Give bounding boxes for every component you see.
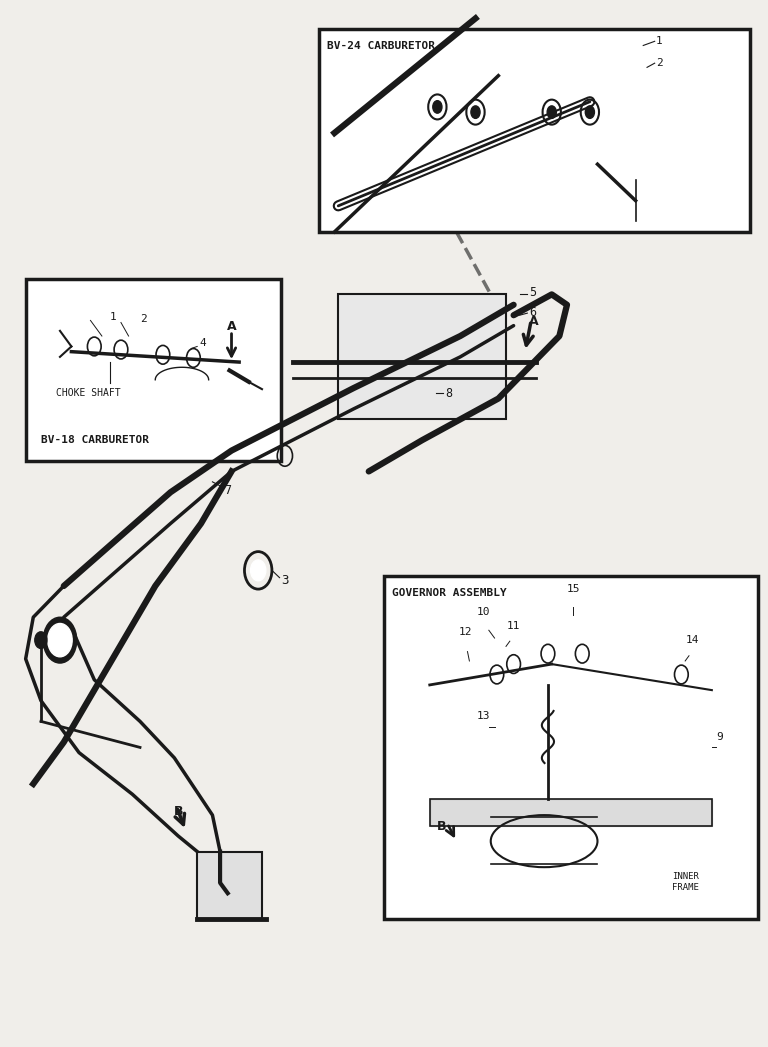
- Bar: [319, 29, 750, 231]
- Text: 6: 6: [529, 306, 536, 318]
- Text: INNER
FRAME: INNER FRAME: [672, 872, 699, 892]
- Text: A: A: [227, 320, 237, 333]
- Text: 9: 9: [716, 732, 723, 742]
- Text: 2: 2: [656, 59, 663, 68]
- Text: B: B: [174, 805, 184, 818]
- FancyBboxPatch shape: [197, 851, 262, 919]
- Circle shape: [35, 631, 47, 648]
- Circle shape: [585, 106, 594, 118]
- Text: 5: 5: [529, 286, 536, 298]
- Circle shape: [433, 101, 442, 113]
- Text: 11: 11: [507, 621, 521, 630]
- Text: 10: 10: [476, 607, 490, 617]
- Text: BV-24 CARBURETOR: BV-24 CARBURETOR: [327, 41, 435, 51]
- Text: B: B: [436, 820, 446, 833]
- Text: 1: 1: [110, 312, 117, 322]
- Text: BV-18 CARBURETOR: BV-18 CARBURETOR: [41, 436, 149, 445]
- Bar: [338, 294, 506, 420]
- Text: 8: 8: [445, 386, 452, 400]
- Circle shape: [48, 623, 72, 656]
- Text: 15: 15: [566, 584, 580, 594]
- Text: 4: 4: [200, 338, 207, 349]
- Text: 2: 2: [141, 314, 147, 325]
- Text: A: A: [529, 315, 538, 328]
- Text: 14: 14: [686, 636, 700, 645]
- Bar: [430, 800, 712, 825]
- Bar: [25, 279, 281, 461]
- Text: 7: 7: [224, 484, 231, 496]
- Text: 1: 1: [656, 37, 663, 46]
- Circle shape: [547, 106, 556, 118]
- Text: GOVERNOR ASSEMBLY: GOVERNOR ASSEMBLY: [392, 588, 506, 598]
- Circle shape: [43, 618, 77, 663]
- Text: CHOKE SHAFT: CHOKE SHAFT: [56, 388, 121, 398]
- Bar: [384, 576, 757, 919]
- Bar: [430, 800, 712, 825]
- Text: 13: 13: [476, 711, 490, 721]
- Circle shape: [250, 560, 266, 581]
- Circle shape: [471, 106, 480, 118]
- Text: 3: 3: [281, 574, 289, 587]
- Text: 12: 12: [458, 627, 472, 637]
